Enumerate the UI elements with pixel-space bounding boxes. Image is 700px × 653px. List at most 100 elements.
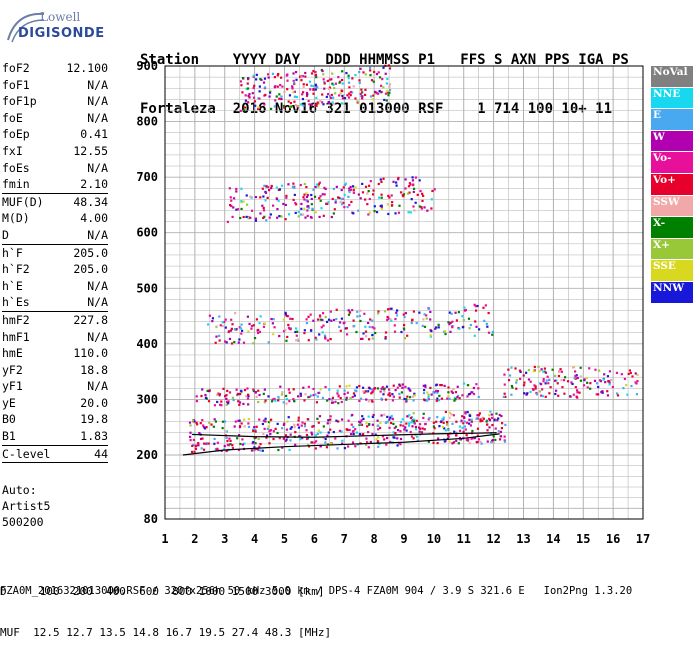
echo-point <box>233 312 237 315</box>
echo-point <box>264 399 267 402</box>
echo-point <box>259 315 262 318</box>
echo-point <box>333 103 336 106</box>
echo-point <box>227 400 230 403</box>
echo-point <box>307 315 310 318</box>
echo-point <box>297 215 300 218</box>
echo-point <box>454 311 457 314</box>
echo-point <box>403 337 407 340</box>
echo-point <box>277 395 280 399</box>
echo-point <box>257 437 260 441</box>
y-tick-label: 80 <box>144 512 158 526</box>
echo-point <box>340 89 344 93</box>
echo-point <box>202 424 205 427</box>
echo-point <box>254 390 257 394</box>
echo-point <box>287 416 290 419</box>
echo-point <box>463 306 466 309</box>
echo-point <box>507 368 510 371</box>
echo-point <box>267 425 270 428</box>
echo-point <box>230 318 233 321</box>
echo-point <box>481 419 484 422</box>
echo-point <box>251 442 254 445</box>
echo-point <box>321 193 324 196</box>
echo-point <box>252 389 255 393</box>
param-value: N/A <box>87 295 108 310</box>
echo-point <box>440 384 443 387</box>
echo-point <box>569 395 572 398</box>
echo-point <box>252 342 255 345</box>
echo-point <box>284 394 288 398</box>
echo-point <box>459 438 462 441</box>
echo-point <box>272 437 275 441</box>
echo-point <box>312 92 315 95</box>
echo-point <box>372 413 375 417</box>
echo-point <box>227 402 230 405</box>
echo-point <box>262 81 266 84</box>
echo-point <box>423 399 427 402</box>
echo-point <box>345 333 349 336</box>
echo-point <box>316 318 320 321</box>
echo-point <box>326 399 329 402</box>
echo-point <box>381 386 384 389</box>
echo-point <box>240 389 243 392</box>
echo-point <box>327 93 330 96</box>
echo-point <box>220 400 223 403</box>
echo-point <box>270 317 273 321</box>
echo-point <box>324 385 327 389</box>
echo-point <box>427 440 430 443</box>
echo-point <box>378 442 381 445</box>
echo-point <box>430 207 433 210</box>
echo-point <box>218 339 221 342</box>
echo-point <box>410 421 413 424</box>
echo-point <box>332 83 335 87</box>
echo-point <box>212 425 215 428</box>
echo-point <box>636 379 639 383</box>
param-row: foF2 12.100 <box>2 60 108 77</box>
echo-point <box>315 183 319 186</box>
echo-point <box>436 389 440 393</box>
echo-point <box>384 421 387 424</box>
echo-point <box>310 103 314 106</box>
echo-point <box>412 190 415 194</box>
echo-point <box>302 83 305 86</box>
echo-point <box>230 204 233 208</box>
echo-point <box>409 183 412 186</box>
echo-point <box>503 435 506 438</box>
echo-point <box>478 412 481 415</box>
echo-point <box>554 374 557 378</box>
echo-point <box>314 88 317 91</box>
echo-point <box>468 327 471 330</box>
echo-point <box>429 334 432 337</box>
echo-point <box>500 427 504 430</box>
echo-point <box>455 431 458 434</box>
echo-point <box>471 429 474 433</box>
echo-point <box>337 402 340 405</box>
echo-point <box>576 391 579 394</box>
echo-point <box>315 96 318 99</box>
param-name: foF2 <box>2 61 30 75</box>
echo-point <box>446 424 449 427</box>
echo-point <box>375 438 378 441</box>
echo-point <box>548 392 551 395</box>
echo-point <box>337 76 340 79</box>
echo-point <box>461 426 464 429</box>
echo-point <box>302 196 305 199</box>
echo-point <box>235 190 238 193</box>
echo-point <box>511 386 514 389</box>
echo-point <box>250 325 254 328</box>
auto-label: Auto: <box>2 483 37 497</box>
echo-point <box>388 83 392 86</box>
echo-point <box>285 74 288 77</box>
echo-point <box>616 394 620 397</box>
echo-point <box>377 428 380 431</box>
echo-point <box>367 400 370 403</box>
echo-point <box>419 189 422 193</box>
echo-point <box>238 434 241 437</box>
echo-point <box>340 442 344 445</box>
param-value: 205.0 <box>73 245 108 260</box>
echo-point <box>386 203 389 206</box>
param-value: N/A <box>87 278 108 293</box>
echo-point <box>364 325 367 328</box>
echo-point <box>377 424 380 428</box>
echo-point <box>369 318 372 321</box>
x-tick-label: 1 <box>161 532 168 546</box>
